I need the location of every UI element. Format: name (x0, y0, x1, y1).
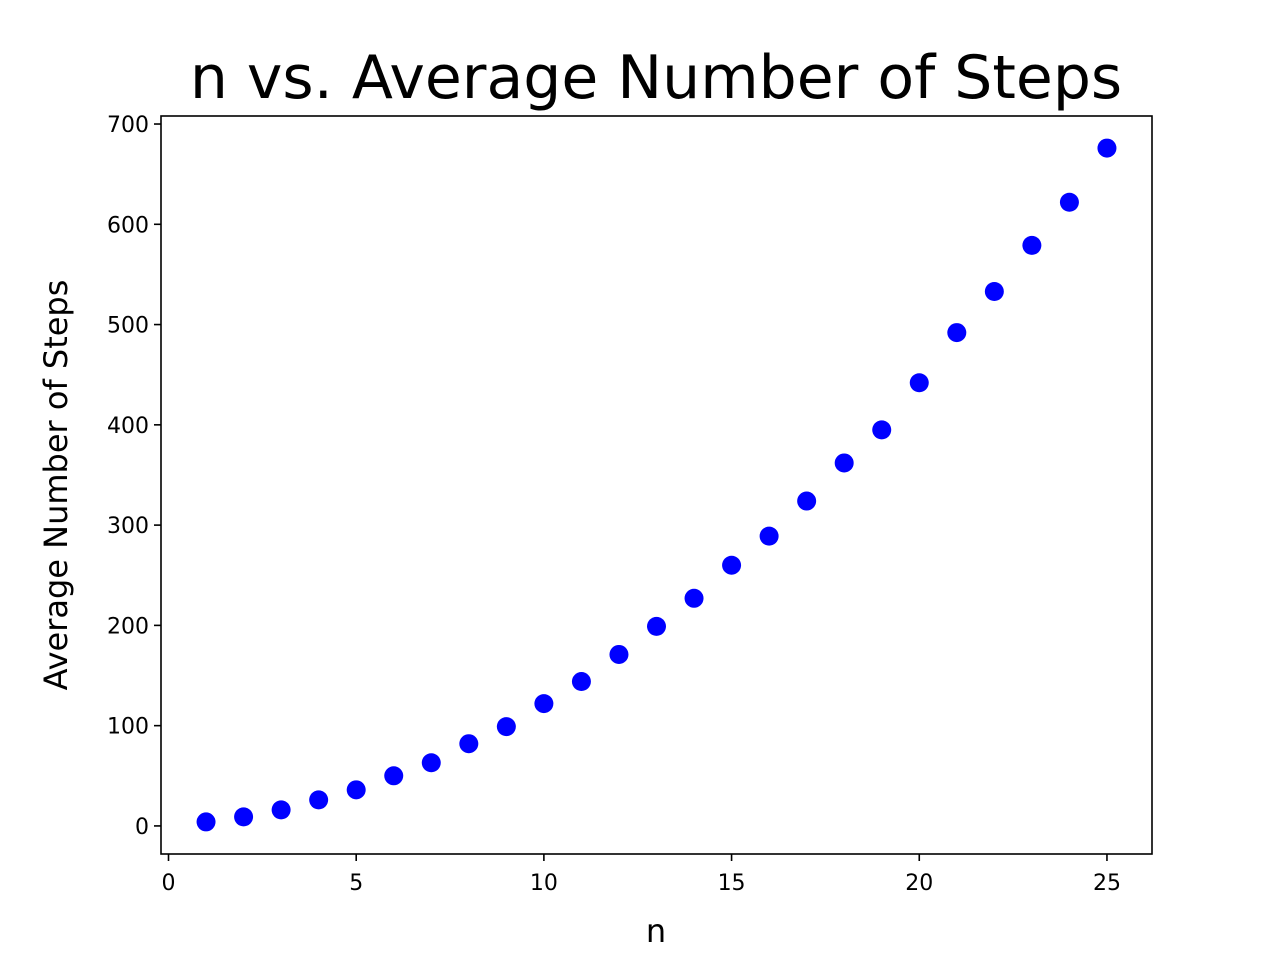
y-tick-label: 0 (135, 815, 149, 840)
data-point (1022, 235, 1042, 255)
x-tick-label: 10 (530, 871, 558, 896)
data-point (984, 281, 1004, 301)
data-point (346, 780, 366, 800)
data-point (834, 453, 854, 473)
data-point (271, 800, 291, 820)
x-tick-label: 5 (349, 871, 363, 896)
data-point (722, 555, 742, 575)
data-point (872, 420, 892, 440)
x-tick-label: 0 (162, 871, 176, 896)
data-point (459, 734, 479, 754)
x-axis-label: n (646, 912, 666, 950)
y-tick-label: 100 (107, 715, 149, 740)
data-point (797, 491, 817, 511)
data-point (759, 526, 779, 546)
x-tick-label: 20 (905, 871, 933, 896)
y-tick-label: 400 (107, 414, 149, 439)
data-point (947, 323, 967, 343)
y-axis-label: Average Number of Steps (37, 280, 75, 691)
chart-title: n vs. Average Number of Steps (190, 43, 1122, 113)
data-point (496, 717, 516, 737)
data-point (609, 644, 629, 664)
data-point (1097, 138, 1117, 158)
data-point (384, 766, 404, 786)
data-point (909, 373, 929, 393)
y-tick-label: 300 (107, 514, 149, 539)
data-point (234, 807, 254, 827)
plot-frame (160, 115, 1153, 855)
x-tick-label: 25 (1093, 871, 1121, 896)
y-tick-label: 500 (107, 314, 149, 339)
y-tick-label: 700 (107, 113, 149, 138)
data-point (196, 812, 216, 832)
data-point (309, 790, 329, 810)
data-point (534, 694, 554, 714)
data-point (647, 616, 666, 636)
data-point (684, 588, 704, 608)
y-tick-label: 200 (107, 614, 149, 639)
data-point (571, 672, 591, 692)
x-tick-label: 15 (718, 871, 746, 896)
data-point (1059, 192, 1079, 212)
y-tick-label: 600 (107, 213, 149, 238)
plot-area: 0 100 200 300 400 500 600 700 0 5 10 15 20 25 (107, 113, 1121, 896)
data-point (421, 753, 441, 773)
